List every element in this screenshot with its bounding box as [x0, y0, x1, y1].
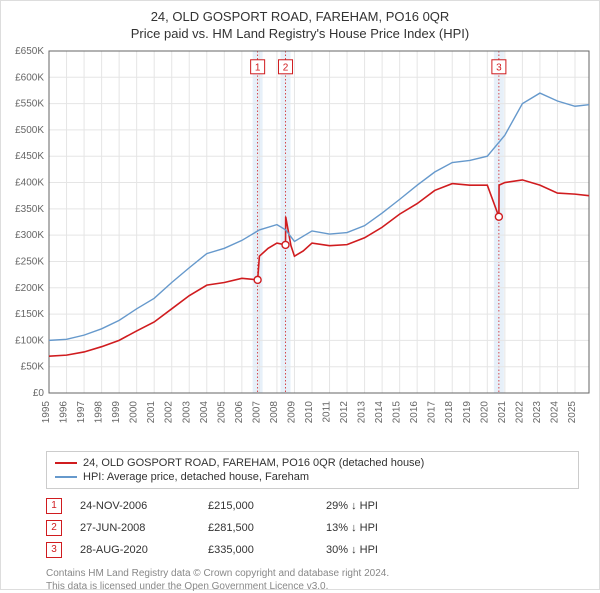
attribution-line-1: Contains HM Land Registry data © Crown c… [46, 567, 579, 580]
svg-text:£550K: £550K [15, 99, 44, 110]
svg-text:£600K: £600K [15, 72, 44, 83]
svg-text:2: 2 [283, 62, 289, 73]
sale-date: 28-AUG-2020 [80, 544, 190, 556]
chart-container: 24, OLD GOSPORT ROAD, FAREHAM, PO16 0QR … [0, 0, 600, 590]
legend-label-hpi: HPI: Average price, detached house, Fare… [83, 471, 309, 483]
svg-text:1997: 1997 [76, 401, 87, 424]
sale-badge: 1 [46, 498, 62, 514]
attribution-line-2: This data is licensed under the Open Gov… [46, 580, 579, 593]
svg-text:1995: 1995 [41, 401, 52, 424]
svg-text:2007: 2007 [251, 401, 262, 424]
svg-text:2011: 2011 [322, 401, 333, 423]
legend-box: 24, OLD GOSPORT ROAD, FAREHAM, PO16 0QR … [46, 451, 579, 489]
sale-badge: 2 [46, 520, 62, 536]
svg-text:2015: 2015 [392, 401, 403, 424]
svg-text:2016: 2016 [409, 401, 420, 424]
svg-text:2018: 2018 [444, 401, 455, 424]
svg-text:2019: 2019 [462, 401, 473, 424]
svg-text:2008: 2008 [269, 401, 280, 424]
sale-delta: 30% ↓ HPI [326, 544, 378, 556]
svg-text:£500K: £500K [15, 125, 44, 136]
svg-text:2001: 2001 [146, 401, 157, 424]
chart-title: 24, OLD GOSPORT ROAD, FAREHAM, PO16 0QR [1, 9, 599, 24]
svg-text:£100K: £100K [15, 335, 44, 346]
svg-text:1999: 1999 [111, 401, 122, 424]
svg-text:2013: 2013 [357, 401, 368, 424]
sale-delta: 29% ↓ HPI [326, 500, 378, 512]
legend-row-price-paid: 24, OLD GOSPORT ROAD, FAREHAM, PO16 0QR … [55, 456, 570, 470]
svg-text:2025: 2025 [567, 401, 578, 424]
svg-text:1: 1 [255, 62, 261, 73]
chart-subtitle: Price paid vs. HM Land Registry's House … [1, 26, 599, 41]
svg-text:2017: 2017 [427, 401, 438, 424]
sale-badge: 3 [46, 542, 62, 558]
sale-price: £215,000 [208, 500, 308, 512]
svg-text:2023: 2023 [532, 401, 543, 424]
legend-row-hpi: HPI: Average price, detached house, Fare… [55, 470, 570, 484]
legend-swatch-hpi [55, 476, 77, 478]
sale-row: 3 28-AUG-2020 £335,000 30% ↓ HPI [46, 539, 579, 561]
sale-row: 2 27-JUN-2008 £281,500 13% ↓ HPI [46, 517, 579, 539]
svg-text:£450K: £450K [15, 151, 44, 162]
svg-text:£650K: £650K [15, 46, 44, 57]
svg-text:2002: 2002 [164, 401, 175, 424]
sale-delta: 13% ↓ HPI [326, 522, 378, 534]
svg-text:£150K: £150K [15, 309, 44, 320]
svg-text:£200K: £200K [15, 283, 44, 294]
svg-text:2003: 2003 [181, 401, 192, 424]
svg-text:2005: 2005 [216, 401, 227, 424]
svg-text:2014: 2014 [374, 401, 385, 424]
svg-text:2021: 2021 [497, 401, 508, 424]
svg-text:£400K: £400K [15, 178, 44, 189]
svg-text:2009: 2009 [286, 401, 297, 424]
sale-row: 1 24-NOV-2006 £215,000 29% ↓ HPI [46, 495, 579, 517]
svg-text:2004: 2004 [199, 401, 210, 424]
svg-text:2022: 2022 [514, 401, 525, 424]
legend-swatch-price-paid [55, 462, 77, 464]
svg-text:2000: 2000 [129, 401, 140, 424]
svg-text:£300K: £300K [15, 230, 44, 241]
sale-price: £281,500 [208, 522, 308, 534]
svg-text:1996: 1996 [59, 401, 70, 424]
chart-plot: £0 £50K £100K £150K £200K £250K £300K £350K £400… [1, 45, 599, 445]
svg-text:2012: 2012 [339, 401, 350, 424]
sales-table: 1 24-NOV-2006 £215,000 29% ↓ HPI 2 27-JUN-200… [46, 495, 579, 561]
attribution-text: Contains HM Land Registry data © Crown c… [46, 567, 579, 593]
svg-text:£350K: £350K [15, 204, 44, 215]
svg-text:£50K: £50K [21, 362, 45, 373]
svg-text:£250K: £250K [15, 256, 44, 267]
svg-text:1998: 1998 [94, 401, 105, 424]
sale-date: 24-NOV-2006 [80, 500, 190, 512]
svg-text:2006: 2006 [234, 401, 245, 424]
svg-text:3: 3 [496, 62, 502, 73]
svg-text:£0: £0 [33, 388, 45, 399]
sale-date: 27-JUN-2008 [80, 522, 190, 534]
sale-price: £335,000 [208, 544, 308, 556]
svg-text:2010: 2010 [304, 401, 315, 424]
svg-text:2024: 2024 [549, 401, 560, 424]
legend-label-price-paid: 24, OLD GOSPORT ROAD, FAREHAM, PO16 0QR … [83, 457, 424, 469]
svg-text:2020: 2020 [479, 401, 490, 424]
